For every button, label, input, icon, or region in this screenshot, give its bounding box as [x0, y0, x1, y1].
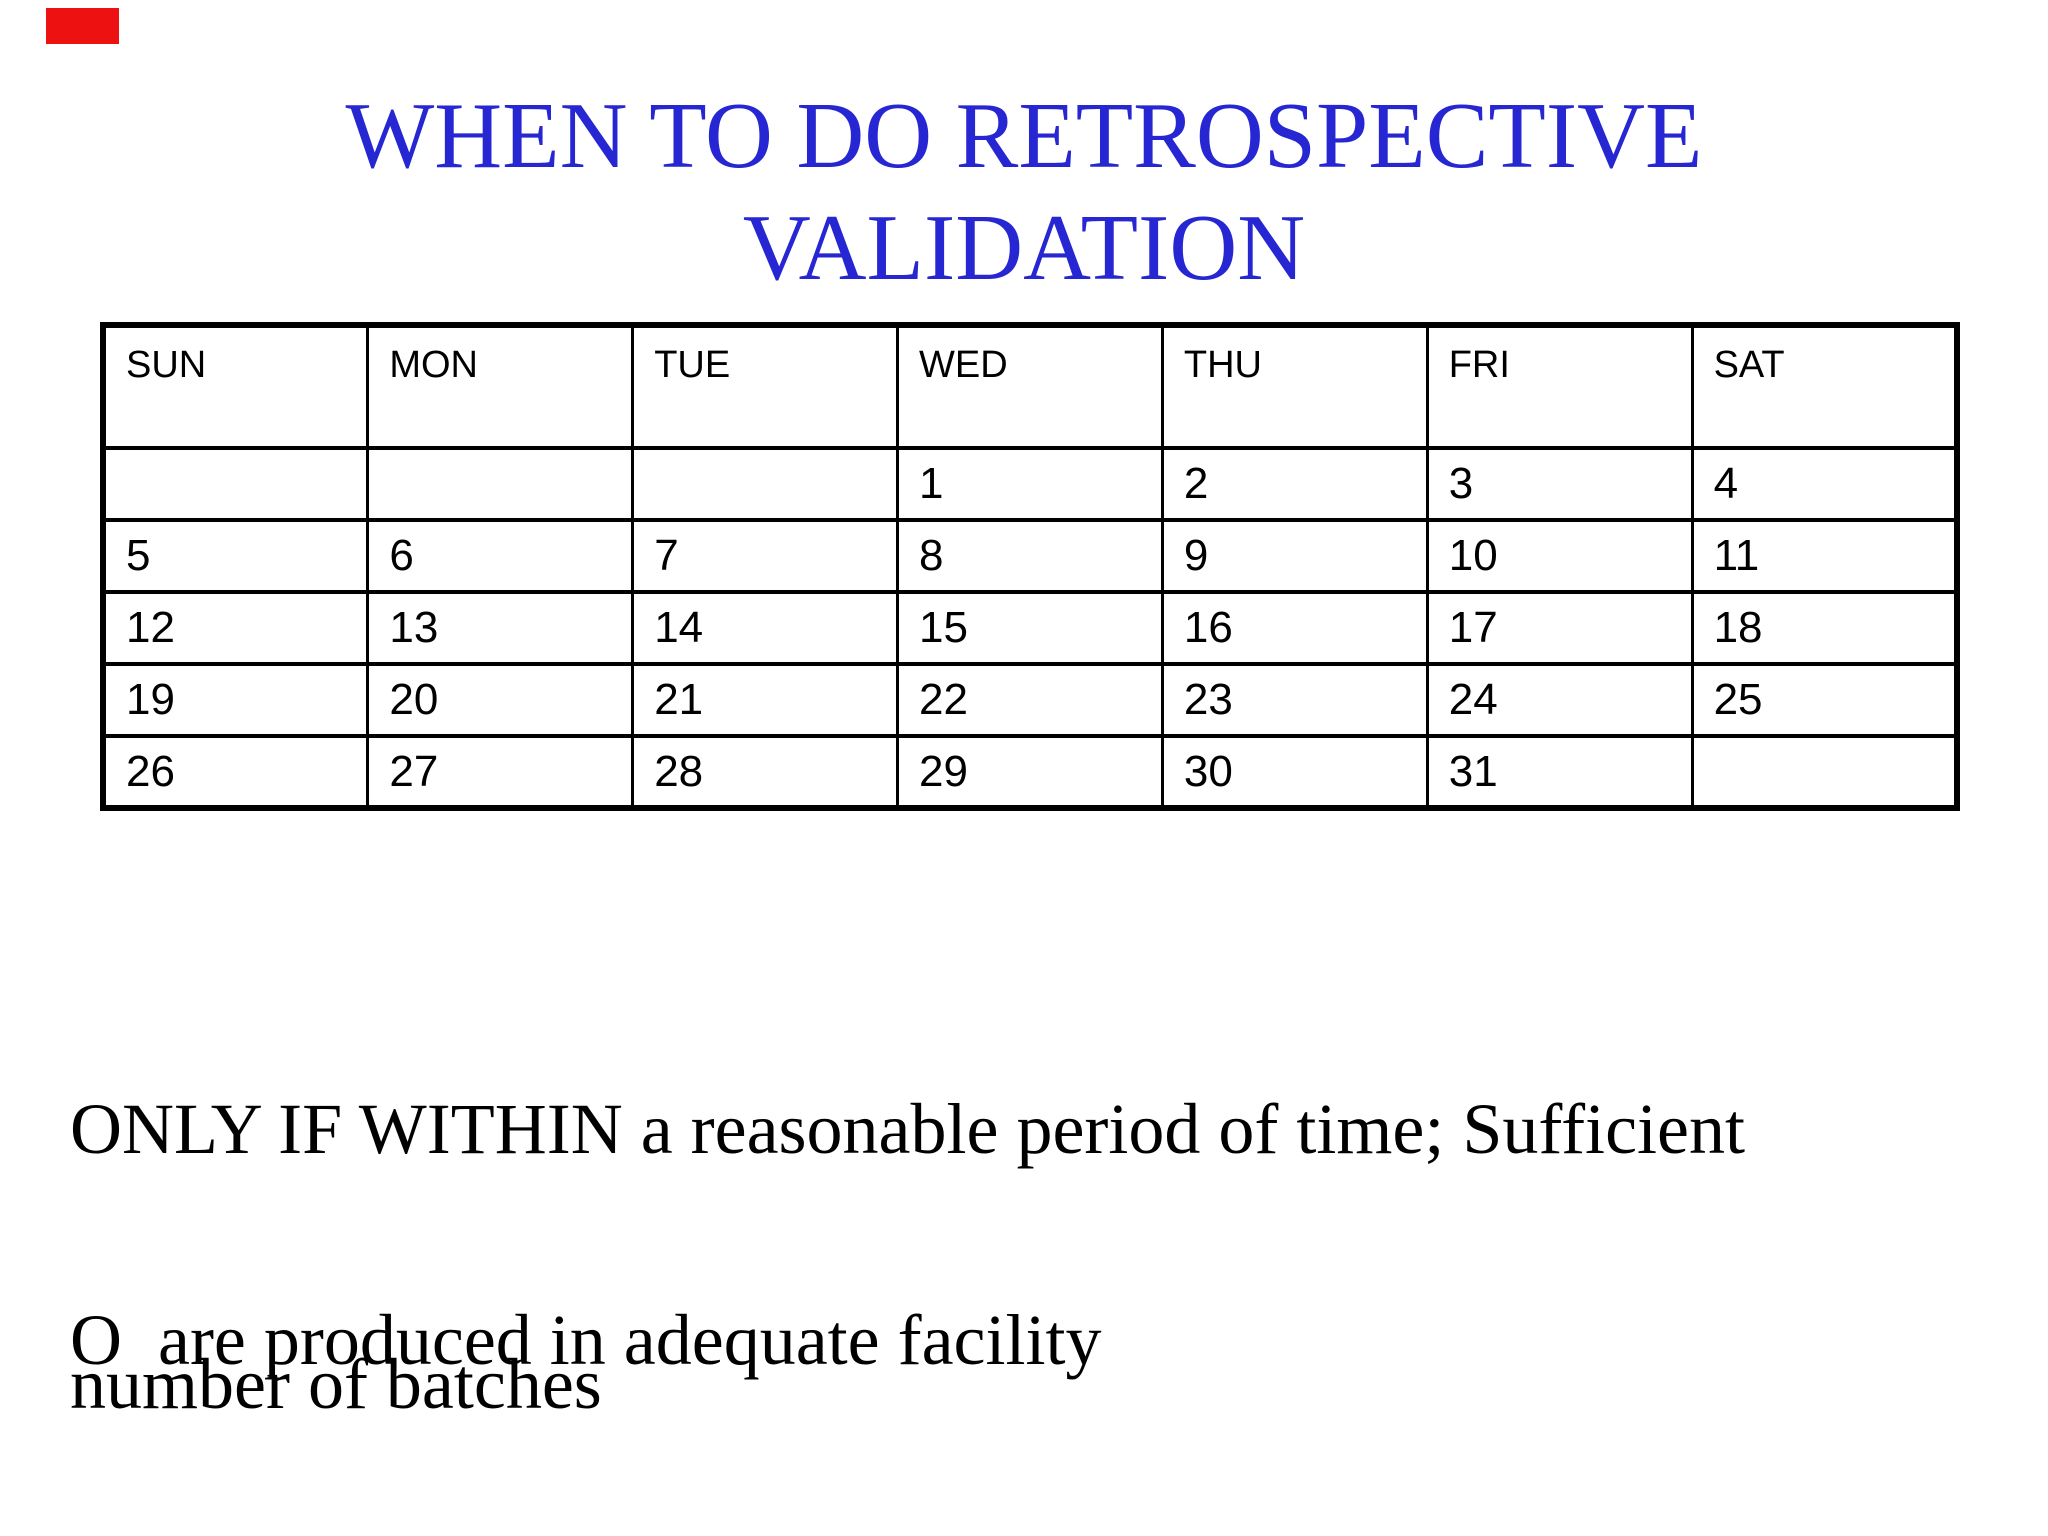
- calendar-cell: [1690, 734, 1959, 810]
- calendar-cell: 22: [896, 662, 1164, 738]
- calendar-cell: 13: [366, 590, 635, 666]
- calendar-row: 5 6 7 8 9 10 11: [101, 518, 1959, 594]
- calendar-cell: 23: [1160, 662, 1429, 738]
- title-line-1: WHEN TO DO RETROSPECTIVE: [345, 84, 1703, 188]
- calendar-cell: 8: [896, 518, 1164, 594]
- calendar-header-wed: WED: [896, 323, 1164, 450]
- calendar-cell: 11: [1690, 518, 1959, 594]
- calendar-cell: 19: [101, 662, 370, 738]
- calendar-row: 12 13 14 15 16 17 18: [101, 590, 1959, 666]
- calendar-cell: 29: [896, 734, 1164, 810]
- calendar-cell: 2: [1160, 446, 1429, 522]
- bullet-item-1: O are produced in adequate facility: [70, 1300, 1102, 1380]
- calendar-cell: 6: [366, 518, 635, 594]
- calendar-cell: 7: [631, 518, 900, 594]
- calendar-cell: 24: [1425, 662, 1694, 738]
- calendar-cell: 1: [896, 446, 1164, 522]
- calendar-header-row: SUN MON TUE WED THU FRI SAT: [101, 323, 1959, 450]
- calendar-cell: [366, 446, 635, 522]
- bullet-list: O are produced in adequate facility O ar…: [70, 1115, 2010, 1536]
- calendar-header-fri: FRI: [1425, 323, 1694, 450]
- calendar-cell: 27: [366, 734, 635, 810]
- calendar-header-sat: SAT: [1690, 323, 1959, 450]
- note-line-2: number of batches: [70, 1344, 602, 1424]
- calendar-header-mon: MON: [366, 323, 635, 450]
- calendar-row: 26 27 28 29 30 31: [101, 734, 1959, 810]
- calendar-cell: 5: [101, 518, 370, 594]
- calendar-cell: 30: [1160, 734, 1429, 810]
- title-line-2: VALIDATION: [742, 196, 1306, 300]
- calendar-table: SUN MON TUE WED THU FRI SAT 1 2 3 4 5 6 7 8 9 10 1…: [100, 322, 1960, 811]
- calendar-cell: 17: [1425, 590, 1694, 666]
- calendar-cell: [101, 446, 370, 522]
- note-line-1: ONLY IF WITHIN a reasonable period of ti…: [70, 1089, 1745, 1169]
- calendar-body: 1 2 3 4 5 6 7 8 9 10 11 12 13 14 15 16 17 18 19 20 21 22 23 24 2…: [101, 446, 1959, 810]
- calendar-cell: 25: [1690, 662, 1959, 738]
- calendar-header-sun: SUN: [101, 323, 370, 450]
- calendar-cell: 28: [631, 734, 900, 810]
- calendar-header-thu: THU: [1160, 323, 1429, 450]
- calendar-cell: 16: [1160, 590, 1429, 666]
- calendar-cell: 26: [101, 734, 370, 810]
- calendar-cell: 12: [101, 590, 370, 666]
- calendar-row: 19 20 21 22 23 24 25: [101, 662, 1959, 738]
- calendar-cell: 4: [1690, 446, 1959, 522]
- calendar-cell: 21: [631, 662, 900, 738]
- page-title: WHEN TO DO RETROSPECTIVE VALIDATION: [0, 80, 2048, 304]
- calendar-cell: 31: [1425, 734, 1694, 810]
- calendar-cell: [631, 446, 900, 522]
- note-paragraph: ONLY IF WITHIN a reasonable period of ti…: [70, 917, 2010, 1536]
- calendar-cell: 15: [896, 590, 1164, 666]
- calendar-cell: 3: [1425, 446, 1694, 522]
- calendar-cell: 10: [1425, 518, 1694, 594]
- calendar-cell: 18: [1690, 590, 1959, 666]
- calendar-cell: 14: [631, 590, 900, 666]
- calendar-cell: 9: [1160, 518, 1429, 594]
- calendar-header-tue: TUE: [631, 323, 900, 450]
- red-marker: [46, 8, 119, 44]
- calendar-cell: 20: [366, 662, 635, 738]
